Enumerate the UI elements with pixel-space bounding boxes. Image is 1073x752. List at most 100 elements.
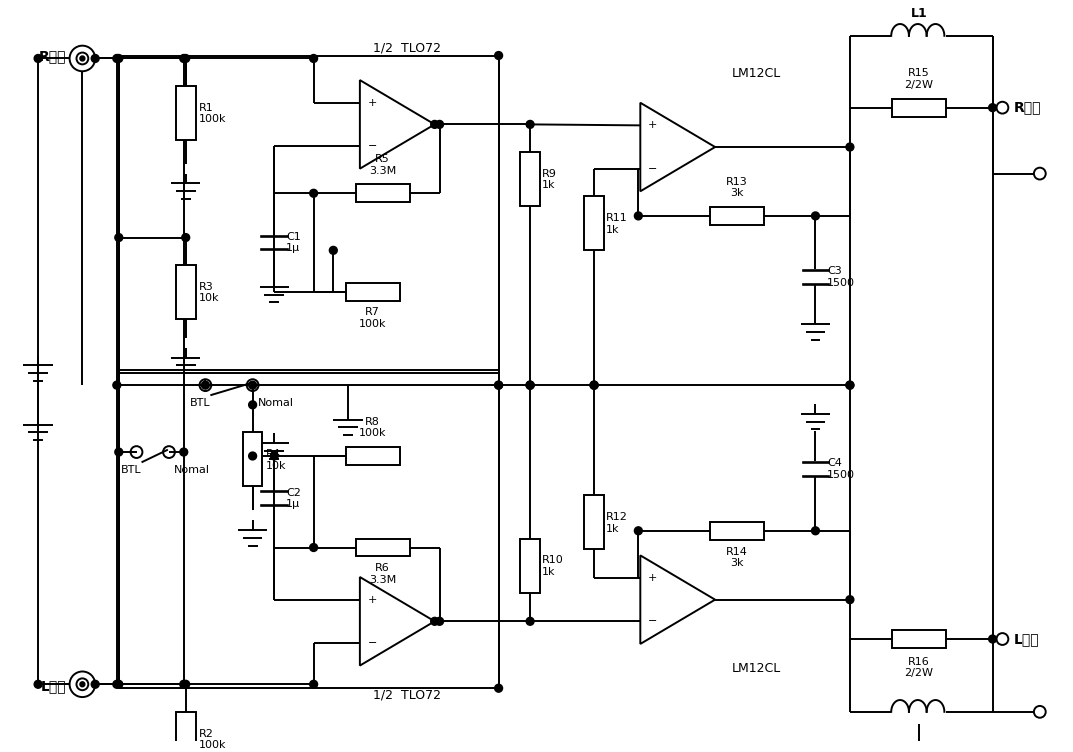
Circle shape (590, 381, 598, 389)
Circle shape (590, 381, 598, 389)
Bar (893, 630, 946, 648)
Circle shape (34, 681, 42, 688)
Text: −: − (368, 638, 377, 648)
Text: Nomal: Nomal (174, 465, 210, 475)
Circle shape (91, 55, 99, 62)
Text: R4
10k: R4 10k (265, 449, 285, 471)
Circle shape (526, 381, 534, 389)
Text: Nomal: Nomal (258, 398, 294, 408)
Bar (893, 99, 946, 117)
Circle shape (526, 381, 534, 389)
Circle shape (526, 617, 534, 625)
Bar (119, 56, 499, 373)
Circle shape (310, 55, 318, 62)
Circle shape (181, 234, 190, 241)
Bar (710, 522, 764, 540)
Text: R3
10k: R3 10k (199, 282, 219, 304)
Text: +: + (368, 98, 377, 108)
Bar (242, 432, 263, 487)
Bar (176, 265, 195, 319)
Text: −: − (648, 164, 658, 174)
Text: R7
100k: R7 100k (358, 308, 386, 329)
Circle shape (180, 681, 188, 688)
Bar (347, 283, 400, 301)
Circle shape (634, 527, 643, 535)
Circle shape (846, 596, 854, 604)
Text: R9
1k: R9 1k (542, 168, 557, 190)
Bar (356, 184, 410, 202)
Text: C1
1μ: C1 1μ (286, 232, 300, 253)
Text: L输入: L输入 (41, 679, 67, 693)
Circle shape (988, 104, 997, 111)
Circle shape (79, 56, 85, 61)
Text: R10
1k: R10 1k (542, 556, 563, 577)
Circle shape (329, 247, 337, 254)
Bar (356, 538, 410, 556)
Text: C4
1500: C4 1500 (827, 458, 855, 480)
Text: +: + (368, 595, 377, 605)
Text: R8
100k: R8 100k (358, 417, 386, 438)
Text: BTL: BTL (190, 398, 210, 408)
Circle shape (846, 143, 854, 151)
Text: R14
3k: R14 3k (725, 547, 748, 568)
Text: R12
1k: R12 1k (606, 512, 628, 534)
Text: R5
3.3M: R5 3.3M (369, 154, 396, 175)
Bar (520, 538, 540, 593)
Bar (584, 196, 604, 250)
Circle shape (436, 617, 443, 625)
Bar (119, 371, 499, 688)
Text: C2
1μ: C2 1μ (286, 487, 300, 509)
Circle shape (202, 381, 209, 389)
Text: R输入: R输入 (39, 50, 67, 63)
Circle shape (430, 120, 439, 129)
Circle shape (270, 452, 278, 460)
Circle shape (34, 55, 42, 62)
Circle shape (249, 452, 256, 460)
Circle shape (846, 381, 854, 389)
Bar (710, 207, 764, 225)
Text: R1
100k: R1 100k (199, 103, 226, 124)
Circle shape (495, 684, 502, 692)
Text: R11
1k: R11 1k (606, 213, 628, 235)
Circle shape (113, 681, 121, 688)
Text: R输出: R输出 (1014, 101, 1042, 114)
Text: BTL: BTL (121, 465, 142, 475)
Bar (176, 86, 195, 140)
Circle shape (181, 55, 190, 62)
Circle shape (115, 55, 122, 62)
Circle shape (310, 544, 318, 551)
Text: C3
1500: C3 1500 (827, 266, 855, 288)
Circle shape (115, 448, 122, 456)
Circle shape (113, 381, 121, 389)
Text: +: + (648, 120, 658, 130)
Text: 1/2  TLO72: 1/2 TLO72 (373, 41, 441, 54)
Circle shape (180, 55, 188, 62)
Text: R6
3.3M: R6 3.3M (369, 563, 396, 585)
Circle shape (526, 120, 534, 129)
Circle shape (495, 381, 502, 389)
Circle shape (811, 527, 820, 535)
Circle shape (180, 448, 188, 456)
Text: R16
2/2W: R16 2/2W (905, 656, 934, 678)
Circle shape (310, 681, 318, 688)
Text: −: − (648, 617, 658, 626)
Circle shape (249, 381, 256, 389)
Circle shape (846, 381, 854, 389)
Bar (347, 447, 400, 465)
Circle shape (91, 681, 99, 688)
Text: L1: L1 (910, 7, 927, 20)
Circle shape (181, 681, 190, 688)
Circle shape (115, 234, 122, 241)
Text: L输出: L输出 (1014, 632, 1040, 646)
Text: R2
100k: R2 100k (199, 729, 226, 750)
Circle shape (988, 635, 997, 643)
Circle shape (115, 681, 122, 688)
Text: R13
3k: R13 3k (725, 177, 748, 199)
Circle shape (79, 682, 85, 687)
Bar (584, 496, 604, 550)
Circle shape (430, 617, 439, 625)
Text: LM12CL: LM12CL (732, 67, 781, 80)
Text: −: − (368, 141, 377, 151)
Circle shape (590, 381, 598, 389)
Text: R15
2/2W: R15 2/2W (905, 68, 934, 90)
